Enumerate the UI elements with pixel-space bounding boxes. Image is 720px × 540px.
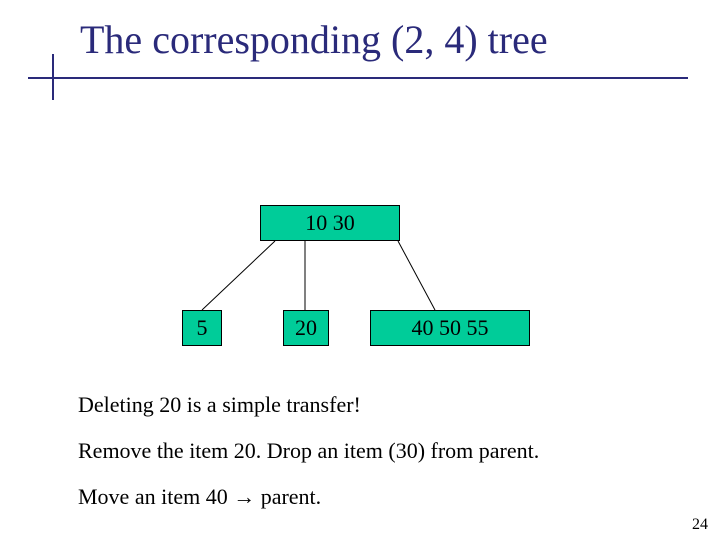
edge-root-leaf1 xyxy=(202,241,275,310)
slide-title: The corresponding (2, 4) tree xyxy=(40,18,680,62)
tree-node-leaf1: 5 xyxy=(182,310,222,346)
title-tick-mark xyxy=(52,54,54,100)
tree-node-root: 10 30 xyxy=(260,205,400,241)
page-number: 24 xyxy=(692,516,708,534)
edge-root-leaf3 xyxy=(398,241,435,310)
caption-line-2: Remove the item 20. Drop an item (30) fr… xyxy=(78,438,539,464)
tree-node-leaf3: 40 50 55 xyxy=(370,310,530,346)
caption-line-1: Deleting 20 is a simple transfer! xyxy=(78,392,361,418)
tree-node-label: 5 xyxy=(197,315,208,341)
tree-node-label: 20 xyxy=(295,315,317,341)
slide-title-block: The corresponding (2, 4) tree xyxy=(40,18,680,62)
tree-node-label: 10 30 xyxy=(305,210,355,236)
caption-line-3: Move an item 40 → parent. xyxy=(78,484,321,510)
title-underline xyxy=(28,77,688,79)
tree-node-label: 40 50 55 xyxy=(412,315,489,341)
tree-node-leaf2: 20 xyxy=(283,310,329,346)
